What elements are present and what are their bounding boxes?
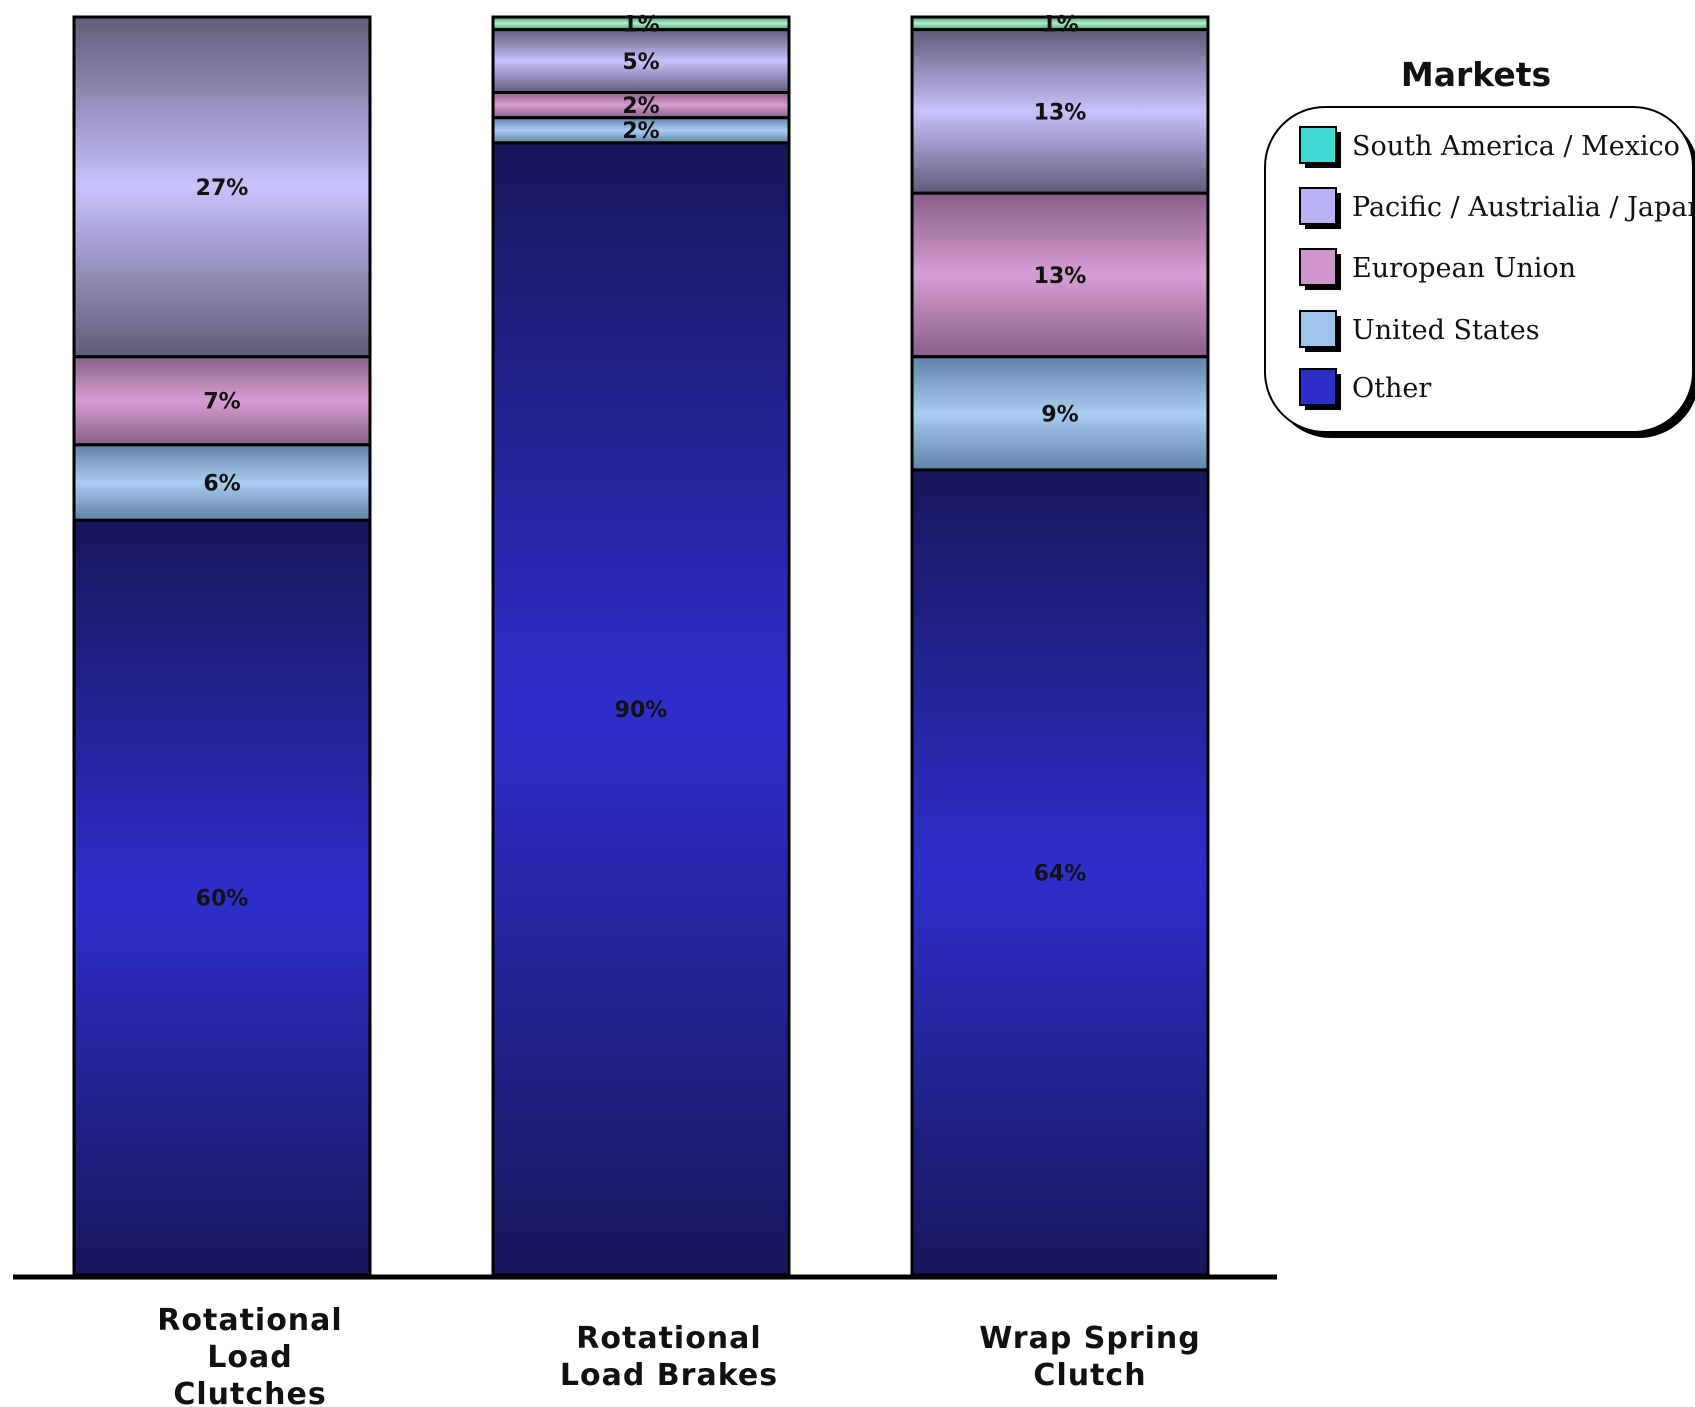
- bar-segment-pacific-austrialia-japan-3: [910, 28, 1210, 195]
- data-label: 1%: [1041, 12, 1078, 37]
- data-label: 1%: [622, 12, 659, 37]
- legend-label: Other: [1352, 373, 1431, 404]
- segment-labels-layer: 60% 6% 7% 27% 90% 2%2% 5% 1% 64% 9% 13% 13% 1%: [196, 12, 1087, 911]
- data-label: 9%: [1041, 402, 1078, 427]
- bar-segment-south-america-mexico-2: [491, 15, 791, 32]
- bar-segment-other-1: [72, 518, 372, 1277]
- data-label: 27%: [196, 176, 249, 201]
- legend-label: European Union: [1352, 253, 1576, 284]
- bar-segment-pacific-austrialia-japan-2: [491, 28, 791, 94]
- legend-item: Other: [1299, 368, 1431, 410]
- category-label: Rotational Load Clutches: [157, 1303, 342, 1407]
- data-label: 5%: [622, 50, 659, 75]
- category-label: Wrap Spring Clutch: [979, 1321, 1201, 1393]
- bar-segment-pacific-austrialia-japan-1: [72, 15, 372, 359]
- category-labels-layer: Rotational Load Clutches Rotational Load Bra…: [157, 1303, 1201, 1407]
- legend-swatch: [1299, 248, 1337, 286]
- legend-swatch: [1299, 310, 1337, 348]
- legend: Markets South America / Mexico Pacific / …: [1264, 55, 1695, 438]
- data-label: 2%: [622, 94, 659, 119]
- bar-segment-european-union-2: [491, 90, 791, 120]
- data-label: 13%: [1034, 264, 1087, 289]
- legend-label: United States: [1352, 315, 1540, 346]
- legend-item: South America / Mexico: [1299, 126, 1680, 168]
- bars-layer: [72, 15, 1210, 1277]
- bar-segment-other-2: [491, 141, 791, 1277]
- category-label: Rotational Load Brakes: [560, 1321, 778, 1393]
- legend-item: United States: [1299, 310, 1540, 352]
- data-label: 60%: [196, 887, 249, 912]
- legend-swatch: [1299, 368, 1337, 406]
- legend-swatch: [1299, 187, 1337, 225]
- data-label: 2%: [622, 119, 659, 144]
- legend-label: Pacific / Austrialia / Japan: [1352, 192, 1695, 223]
- legend-item: European Union: [1299, 248, 1576, 290]
- legend-label: South America / Mexico: [1352, 131, 1680, 162]
- data-label: 7%: [203, 390, 240, 415]
- legend-box: [1264, 106, 1694, 433]
- bar-segment-south-america-mexico-3: [910, 15, 1210, 32]
- bar-segment-other-3: [910, 468, 1210, 1277]
- data-label: 90%: [615, 698, 668, 723]
- data-label: 13%: [1034, 100, 1087, 125]
- legend-swatch: [1299, 126, 1337, 164]
- bar-segment-united-states-2: [491, 116, 791, 145]
- legend-title: Markets: [1401, 55, 1551, 94]
- legend-item: Pacific / Austrialia / Japan: [1299, 187, 1695, 229]
- data-label: 64%: [1034, 861, 1087, 886]
- bar-segment-european-union-3: [910, 191, 1210, 359]
- bar-segment-united-states-1: [72, 443, 372, 522]
- legend-items: South America / Mexico Pacific / Austrial…: [1299, 126, 1695, 410]
- data-label: 6%: [203, 471, 240, 496]
